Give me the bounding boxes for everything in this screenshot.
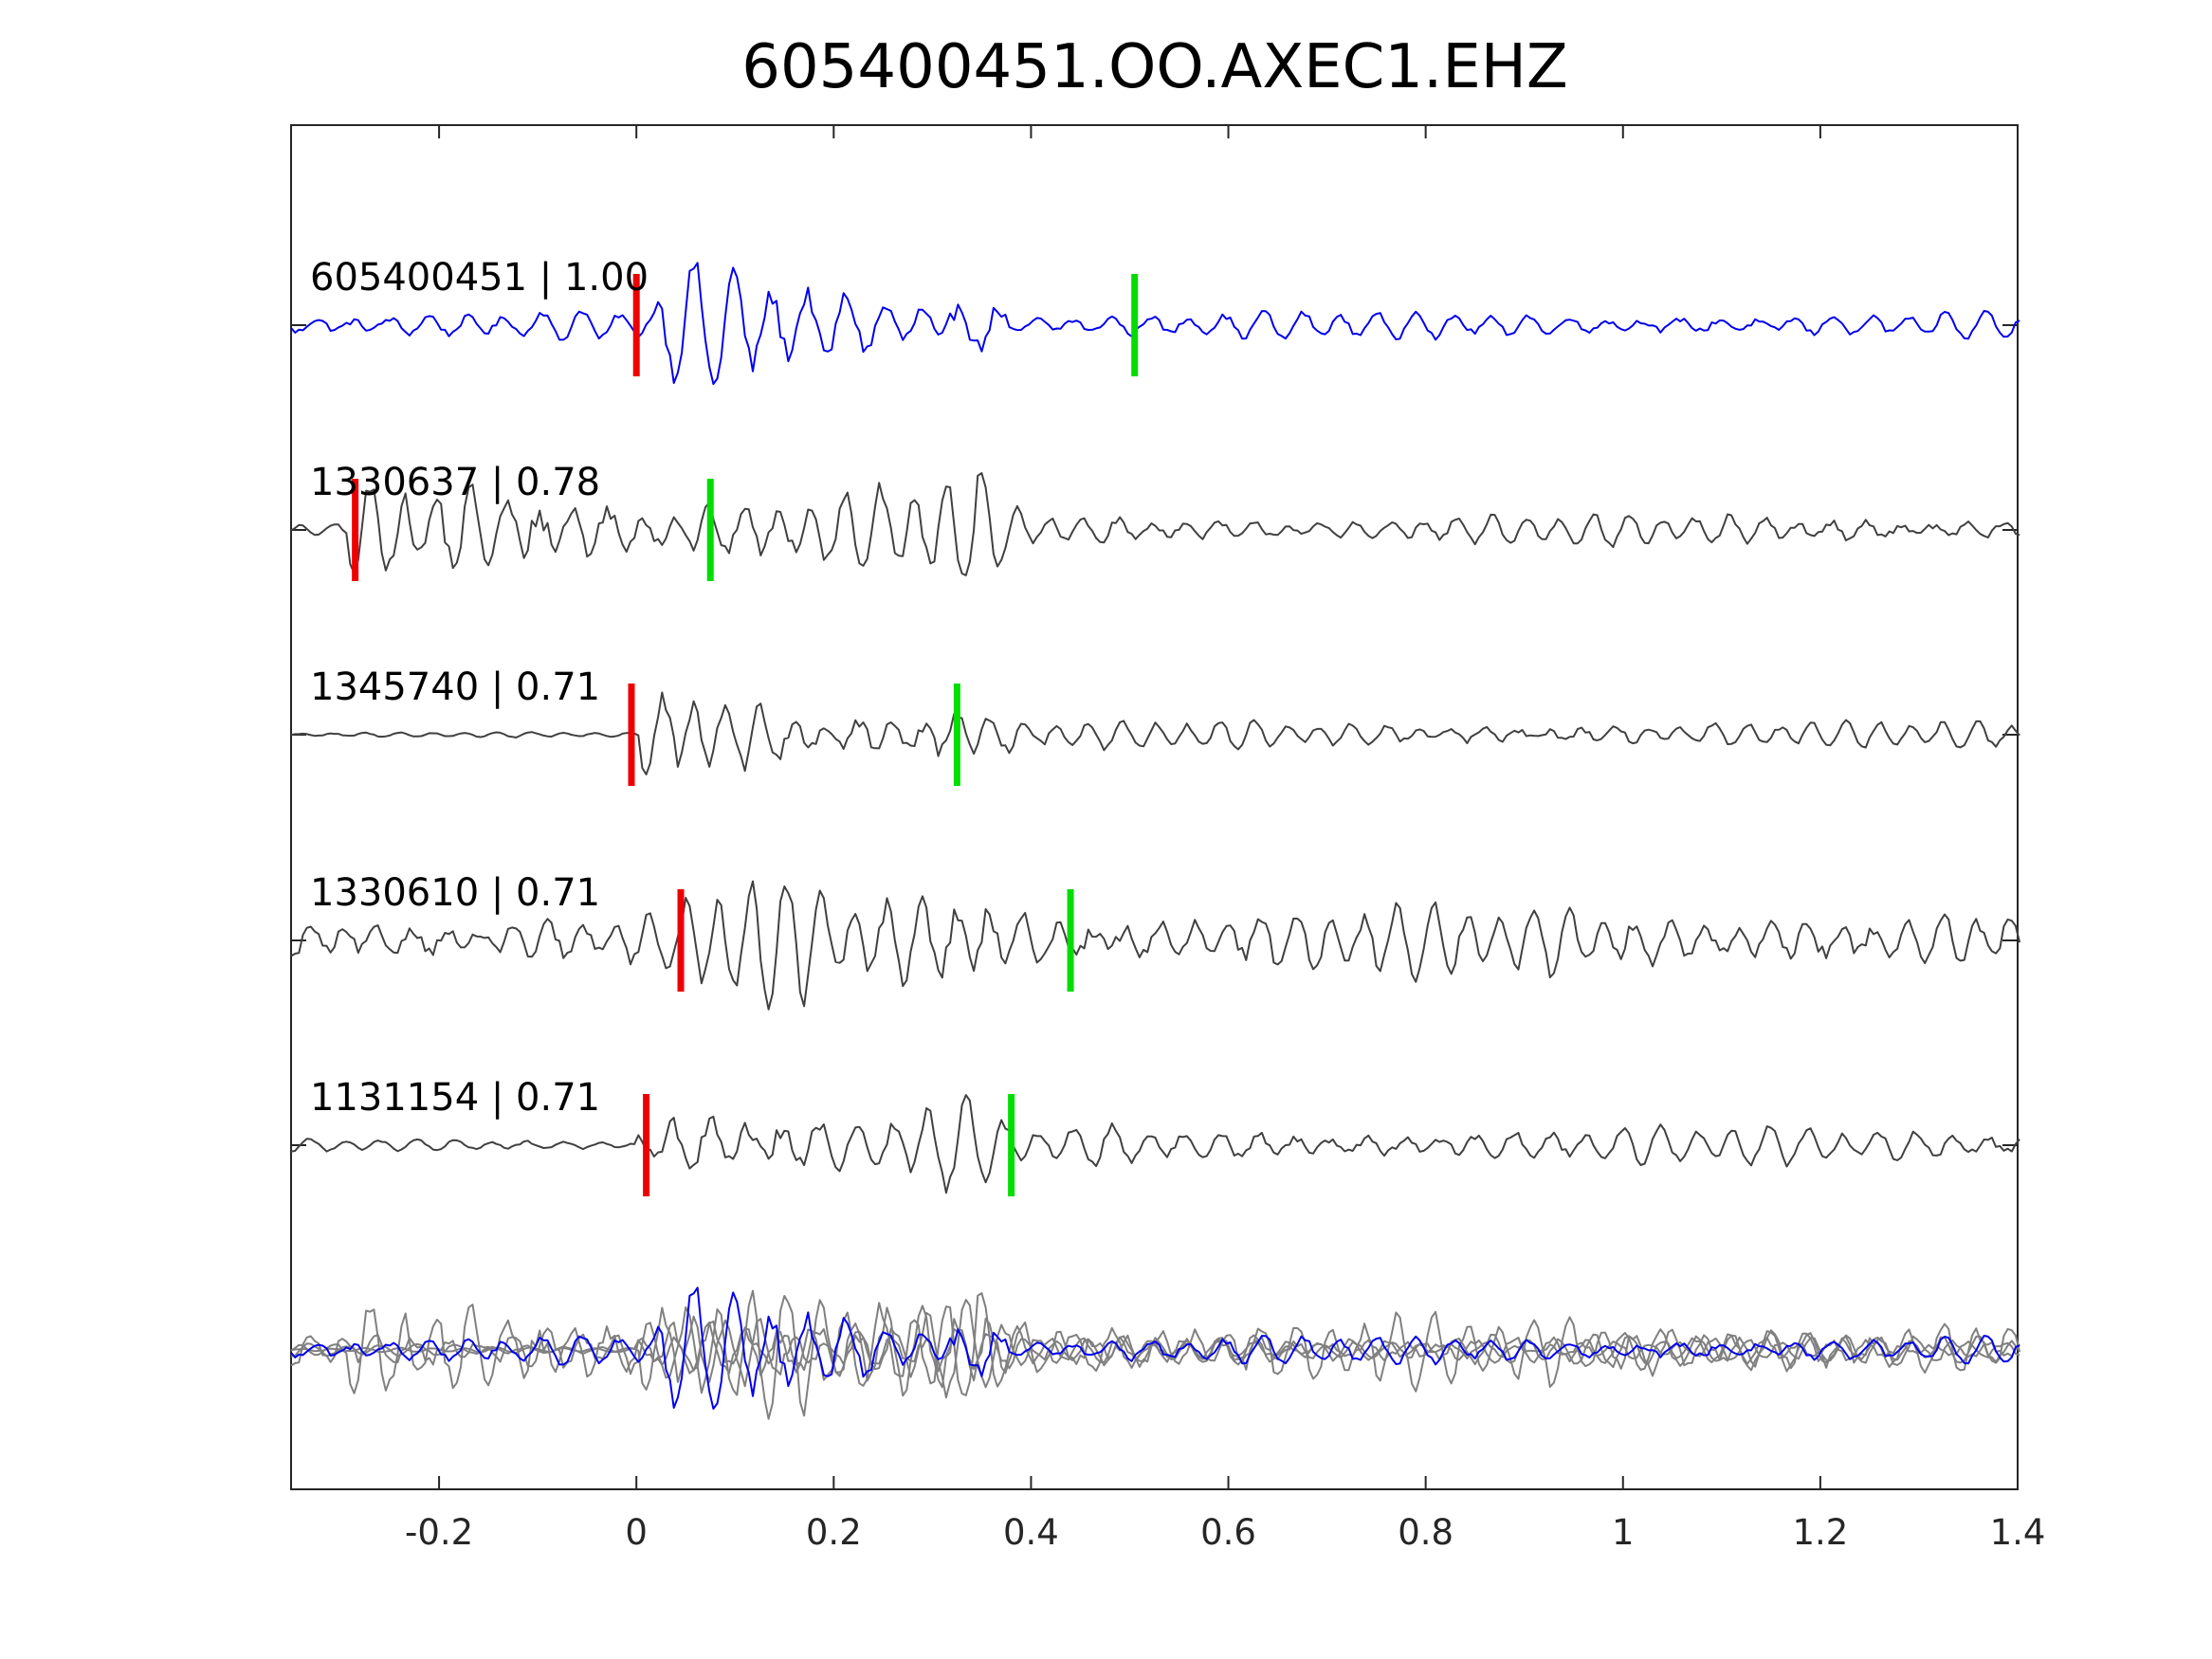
waveform-trace-1330610 bbox=[290, 880, 2021, 1011]
x-tick-label: 0 bbox=[625, 1512, 648, 1553]
x-tick-label: 0.6 bbox=[1200, 1512, 1256, 1553]
trace-label: 605400451 | 1.00 bbox=[310, 256, 649, 300]
x-tick-label: 0.8 bbox=[1398, 1512, 1453, 1553]
chart-title: 605400451.OO.AXEC1.EHZ bbox=[741, 32, 1568, 102]
waveform-trace-1131154 bbox=[290, 1094, 2020, 1194]
trace-label: 1131154 | 0.71 bbox=[310, 1076, 600, 1120]
plot-frame bbox=[290, 124, 2019, 1490]
waveform-trace-605400451 bbox=[290, 262, 2020, 385]
x-tick-label: 1.4 bbox=[1990, 1512, 2046, 1553]
trace-stack bbox=[290, 1286, 2021, 1420]
x-tick-label: 1.2 bbox=[1792, 1512, 1848, 1553]
x-axis: -0.2 0 0.2 0.4 0.6 0.8 1 1.2 1.4 bbox=[405, 125, 2045, 1553]
x-tick-label: 1 bbox=[1612, 1512, 1635, 1553]
x-tick-label: 0.4 bbox=[1003, 1512, 1059, 1553]
x-tick-label: -0.2 bbox=[405, 1512, 473, 1553]
stacked-trace-605400451 bbox=[290, 1286, 2020, 1410]
trace-label: 1345740 | 0.71 bbox=[310, 665, 600, 709]
trace-area bbox=[290, 262, 2021, 1196]
trace-labels: 605400451 | 1.00 1330637 | 0.78 1345740 | … bbox=[310, 256, 649, 1120]
waveform-trace-1330637 bbox=[290, 472, 2020, 576]
trace-label: 1330610 | 0.71 bbox=[310, 871, 600, 915]
trace-label: 1330637 | 0.78 bbox=[310, 461, 600, 504]
waveform-trace-1345740 bbox=[290, 691, 2020, 775]
stacked-trace-1131154 bbox=[290, 1299, 2020, 1399]
x-tick-label: 0.2 bbox=[806, 1512, 862, 1553]
